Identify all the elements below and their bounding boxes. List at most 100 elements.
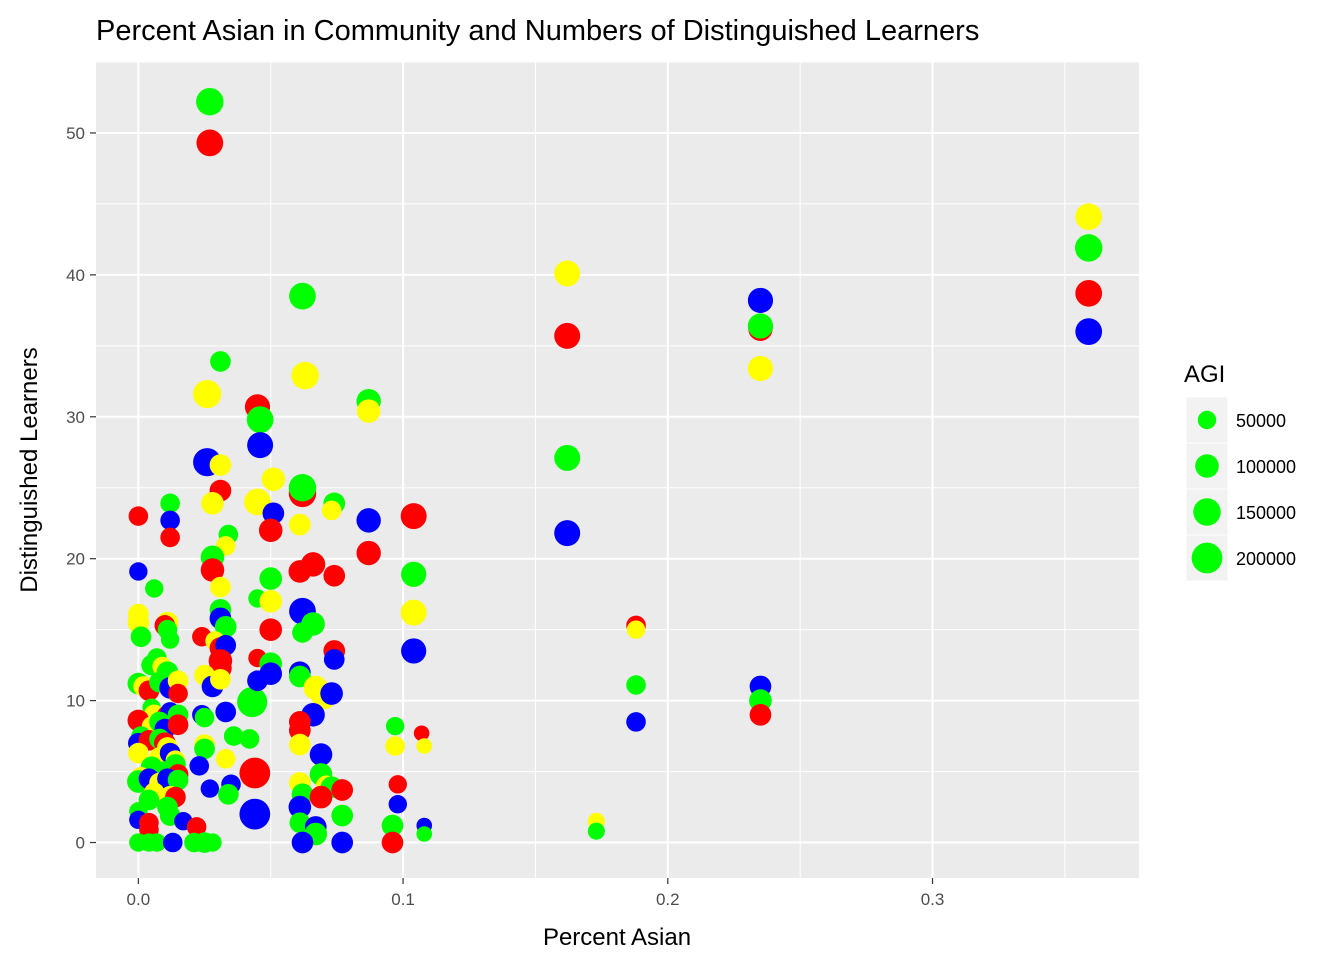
y-tick-label: 50 bbox=[66, 124, 85, 143]
data-point bbox=[401, 561, 427, 587]
data-point bbox=[239, 798, 271, 830]
data-point bbox=[388, 795, 407, 814]
data-point bbox=[626, 620, 646, 639]
data-point bbox=[214, 615, 237, 638]
data-point bbox=[167, 714, 189, 736]
data-point bbox=[747, 355, 774, 382]
data-point bbox=[129, 562, 148, 581]
x-tick-label: 0.3 bbox=[921, 890, 945, 909]
data-point bbox=[189, 756, 210, 776]
data-point bbox=[416, 738, 433, 754]
y-tick-label: 20 bbox=[66, 550, 85, 569]
data-point bbox=[381, 814, 404, 837]
data-point bbox=[292, 622, 313, 643]
legend-key-symbol bbox=[1193, 498, 1221, 526]
legend-key-symbol bbox=[1197, 410, 1217, 430]
data-point bbox=[210, 576, 231, 598]
data-point bbox=[385, 716, 405, 736]
data-point bbox=[331, 779, 354, 801]
data-point bbox=[160, 493, 180, 514]
legend-label: 50000 bbox=[1236, 411, 1286, 431]
data-point bbox=[258, 518, 283, 543]
data-point bbox=[194, 707, 215, 728]
data-point bbox=[626, 675, 646, 695]
data-point bbox=[291, 361, 319, 390]
legend-label: 100000 bbox=[1236, 457, 1296, 477]
legend-label: 200000 bbox=[1236, 549, 1296, 569]
data-point bbox=[554, 260, 581, 287]
y-tick-label: 30 bbox=[66, 408, 85, 427]
legend-key-symbol bbox=[1195, 454, 1219, 478]
legend-label: 150000 bbox=[1236, 503, 1296, 523]
data-point bbox=[288, 474, 317, 502]
data-point bbox=[554, 322, 581, 349]
y-axis-title: Distinguished Learners bbox=[16, 347, 43, 592]
data-point bbox=[323, 649, 345, 670]
data-point bbox=[210, 668, 231, 690]
data-point bbox=[160, 527, 180, 548]
data-point bbox=[160, 510, 180, 531]
data-point bbox=[554, 444, 581, 471]
data-point bbox=[331, 831, 354, 854]
legend: AGI 50000 100000 150000 200000 bbox=[1184, 361, 1296, 582]
data-point bbox=[289, 282, 316, 310]
data-point bbox=[218, 783, 239, 805]
data-point bbox=[385, 736, 405, 756]
data-point bbox=[413, 725, 430, 742]
data-point bbox=[145, 579, 164, 598]
data-point bbox=[1075, 279, 1103, 307]
data-point bbox=[356, 540, 381, 566]
legend-key-symbol bbox=[1191, 542, 1223, 574]
data-point bbox=[200, 779, 220, 798]
data-point bbox=[309, 785, 333, 809]
legend-title: AGI bbox=[1184, 361, 1225, 388]
data-point bbox=[201, 492, 224, 515]
data-point bbox=[288, 733, 311, 756]
data-point bbox=[401, 638, 427, 664]
data-point bbox=[128, 742, 149, 764]
data-point bbox=[261, 467, 286, 491]
data-point bbox=[587, 822, 605, 840]
y-tick-label: 40 bbox=[66, 266, 85, 285]
data-point bbox=[194, 738, 215, 760]
data-point bbox=[291, 831, 314, 854]
data-point bbox=[1075, 203, 1103, 231]
data-point bbox=[215, 749, 236, 769]
data-point bbox=[1075, 318, 1103, 346]
data-point bbox=[323, 564, 346, 587]
data-point bbox=[356, 508, 381, 533]
data-point bbox=[259, 618, 283, 641]
data-point bbox=[259, 567, 283, 590]
x-axis-ticks: 0.0 0.1 0.2 0.3 bbox=[127, 878, 945, 909]
data-point bbox=[416, 826, 433, 842]
data-point bbox=[331, 804, 354, 827]
data-point bbox=[168, 683, 188, 704]
x-axis-title: Percent Asian bbox=[543, 924, 691, 951]
x-tick-label: 0.2 bbox=[656, 890, 680, 909]
x-tick-label: 0.0 bbox=[127, 890, 151, 909]
data-point bbox=[147, 833, 167, 852]
data-point bbox=[747, 313, 774, 339]
data-point bbox=[209, 454, 232, 476]
data-point bbox=[388, 775, 407, 794]
data-point bbox=[162, 832, 183, 853]
data-point bbox=[356, 399, 381, 423]
major-gridlines bbox=[96, 62, 1139, 878]
data-point bbox=[320, 682, 343, 705]
data-point bbox=[210, 351, 231, 372]
data-point bbox=[237, 686, 268, 718]
data-point bbox=[130, 626, 152, 648]
data-point bbox=[246, 406, 274, 433]
data-point bbox=[749, 703, 772, 726]
data-point bbox=[196, 129, 224, 157]
plot-panel bbox=[96, 62, 1139, 878]
x-tick-label: 0.1 bbox=[391, 890, 415, 909]
data-point bbox=[309, 743, 333, 766]
data-point bbox=[196, 88, 224, 116]
data-point bbox=[300, 552, 326, 577]
data-point bbox=[747, 287, 774, 314]
data-point bbox=[1074, 234, 1103, 262]
data-point bbox=[167, 769, 189, 791]
y-axis-ticks: 0 10 20 30 40 50 bbox=[66, 124, 96, 853]
